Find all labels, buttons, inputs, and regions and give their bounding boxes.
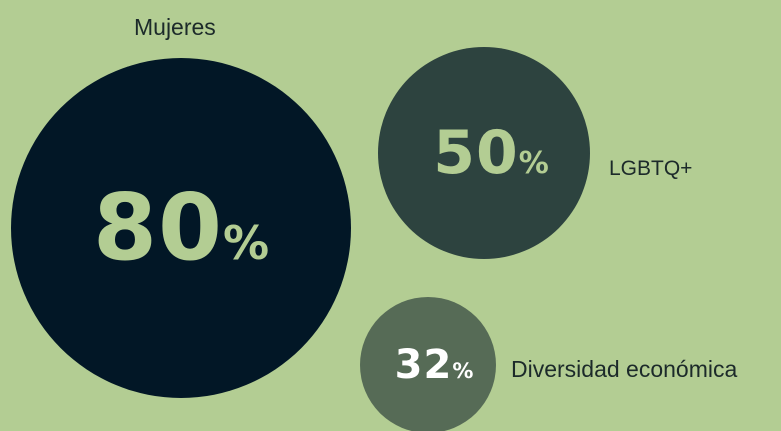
value-number-diversidad-economica: 32	[394, 342, 453, 388]
label-mujeres: Mujeres	[134, 14, 216, 40]
value-mujeres: 80%	[93, 182, 269, 274]
unit-lgbtq: %	[518, 146, 549, 181]
unit-diversidad-economica: %	[452, 359, 474, 383]
unit-mujeres: %	[222, 216, 270, 270]
bubble-lgbtq: 50%	[378, 47, 590, 259]
label-lgbtq: LGBTQ+	[609, 157, 693, 180]
bubble-mujeres: 80%	[11, 58, 351, 398]
value-number-mujeres: 80	[92, 174, 223, 281]
label-diversidad-economica: Diversidad económica	[511, 356, 738, 382]
value-diversidad-economica: 32%	[395, 345, 474, 385]
value-number-lgbtq: 50	[433, 118, 519, 188]
bubble-diversidad-economica: 32%	[360, 297, 496, 431]
value-lgbtq: 50%	[433, 123, 549, 183]
